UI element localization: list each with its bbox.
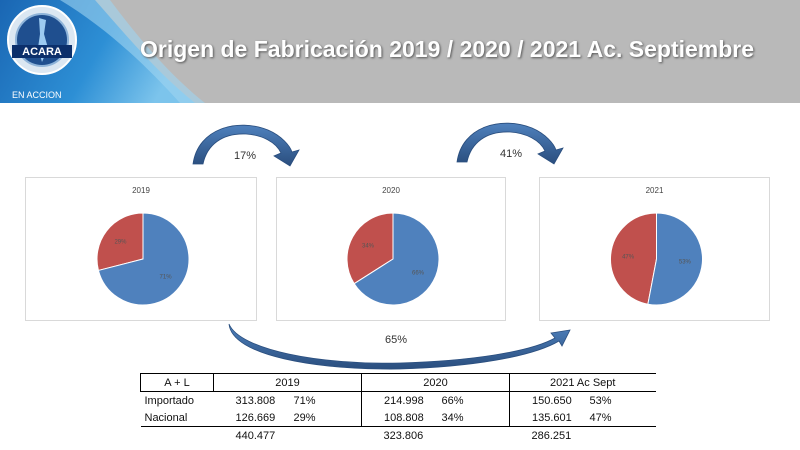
nacional-2020-percent: 34% xyxy=(437,409,510,427)
header-banner: ACARA EN ACCION Origen de Fabricación 20… xyxy=(0,0,800,103)
pie-slice-nacional-2021 xyxy=(647,212,703,306)
totals-spacer-2019 xyxy=(290,427,362,445)
pie-slice-importado-2019 xyxy=(96,212,144,272)
pie-slice-nacional-2020 xyxy=(353,212,440,306)
table-header-row: A + L 2019 2020 2021 Ac Sept xyxy=(140,373,656,392)
total-2021: 286.251 xyxy=(531,429,572,442)
acara-logo: ACARA xyxy=(7,5,77,75)
growth-label-2019-2020: 17% xyxy=(234,150,257,162)
arrow-2020-2021 xyxy=(456,122,564,165)
importado-2021-value: 150.650 xyxy=(532,394,572,407)
pie-label-importado-2020: 34% xyxy=(362,243,375,249)
pie-label-importado-2021: 47% xyxy=(622,254,635,260)
nacional-2020-value: 108.808 xyxy=(361,409,438,427)
summary-table: A + L 2019 2020 2021 Ac Sept Importado 3… xyxy=(140,373,656,444)
nacional-2021-percent: 47% xyxy=(585,409,656,427)
pie-title-2021: 2021 xyxy=(645,186,664,195)
arrow-2019-2020 xyxy=(192,124,300,167)
table-header-2019: 2019 xyxy=(213,373,362,392)
total-2019: 440.477 xyxy=(235,429,276,442)
table-row: Importado 313.808 71% 214.998 66% 150.65… xyxy=(141,391,656,409)
pie-chart-2019: 2019 29% 71% xyxy=(25,177,257,321)
importado-2020-percent: 66% xyxy=(437,391,510,409)
table-totals-row: 440.477 323.806 286.251 xyxy=(141,427,656,445)
pie-svg-2021: 47% 53% xyxy=(610,212,703,306)
nacional-2019-value: 126.669 xyxy=(213,409,290,427)
nacional-2021-value: 135.601 xyxy=(509,409,586,427)
pie-svg-2020: 34% 66% xyxy=(346,212,440,306)
logo-text: ACARA xyxy=(22,46,62,58)
arrow-2019-2021 xyxy=(228,323,571,370)
row-label-importado: Importado xyxy=(144,394,195,407)
pie-label-importado-2019: 29% xyxy=(114,240,127,246)
table-header-2021: 2021 Ac Sept xyxy=(509,373,656,392)
pie-label-nacional-2021: 53% xyxy=(679,260,692,266)
table-header-2020: 2020 xyxy=(361,373,510,392)
pie-chart-2021: 2021 47% 53% xyxy=(539,177,770,321)
growth-label-2020-2021: 41% xyxy=(500,148,523,160)
pie-label-nacional-2019: 71% xyxy=(160,274,173,280)
importado-2019-percent: 71% xyxy=(289,391,362,409)
importado-2019-value: 313.808 xyxy=(235,394,276,407)
row-label-nacional: Nacional xyxy=(140,409,214,427)
pie-chart-2020: 2020 34% 66% xyxy=(276,177,506,321)
pie-title-2019: 2019 xyxy=(132,186,150,195)
pie-slice-nacional-2019 xyxy=(97,212,190,306)
totals-spacer-2020 xyxy=(438,427,510,445)
pie-title-2020: 2020 xyxy=(382,186,400,195)
table-row: Nacional 126.669 29% 108.808 34% 135.601… xyxy=(140,409,656,427)
nacional-2019-percent: 29% xyxy=(289,409,362,427)
importado-2020-value: 214.998 xyxy=(384,394,424,407)
pie-slice-importado-2021 xyxy=(610,212,657,305)
pie-label-nacional-2020: 66% xyxy=(412,271,425,277)
logo-subtitle: EN ACCION xyxy=(12,90,62,100)
page-title: Origen de Fabricación 2019 / 2020 / 2021… xyxy=(140,36,755,62)
pie-svg-2019: 29% 71% xyxy=(96,212,190,306)
totals-label-cell xyxy=(141,427,214,445)
table-header-label: A + L xyxy=(140,373,214,392)
total-2020: 323.806 xyxy=(383,429,424,442)
growth-label-2019-2021: 65% xyxy=(385,334,408,346)
totals-spacer-2021 xyxy=(586,427,656,445)
importado-2021-percent: 53% xyxy=(589,394,612,407)
